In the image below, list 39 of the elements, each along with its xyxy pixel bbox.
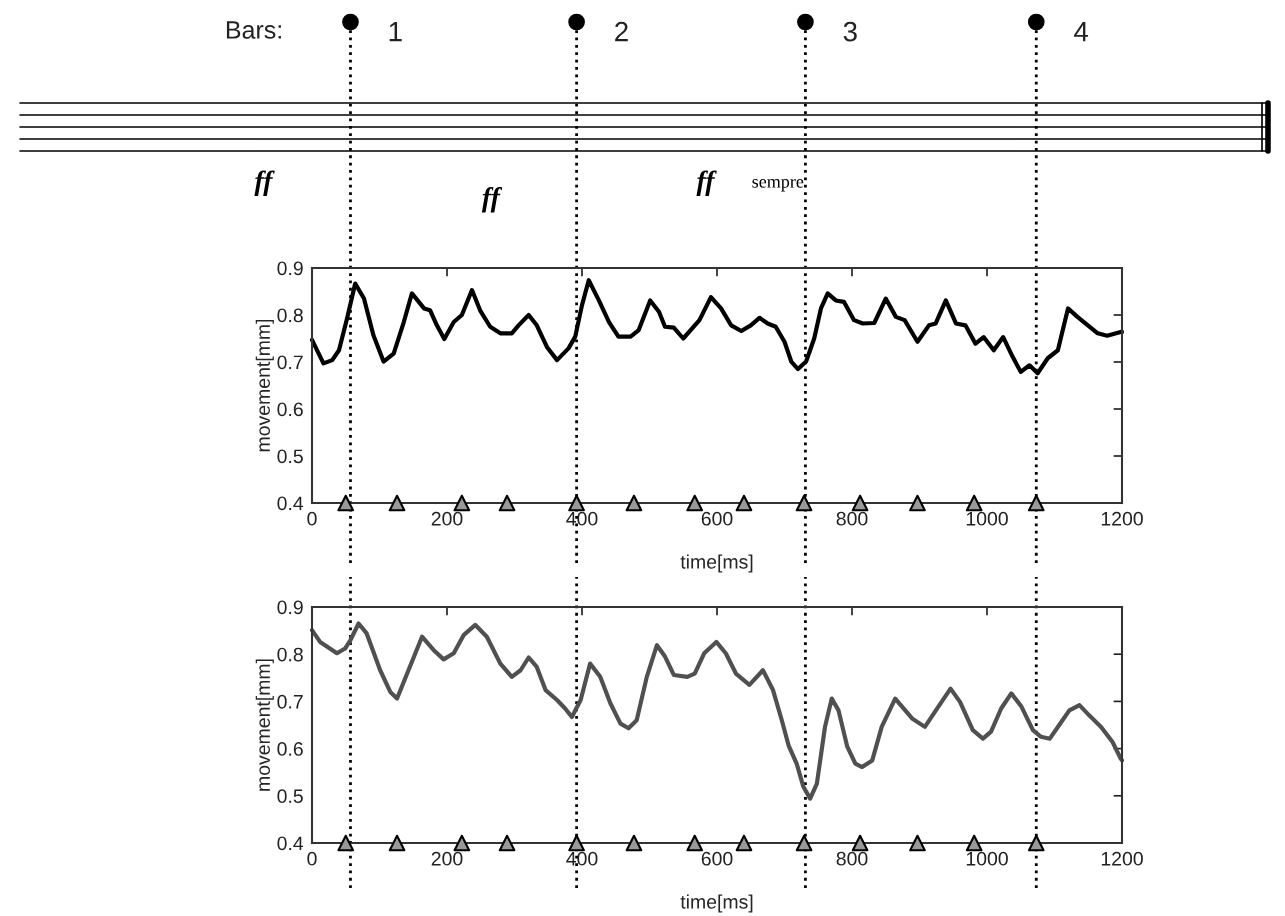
x-tick-label: 800: [836, 851, 868, 866]
text: sempre: [752, 179, 804, 192]
x-tick-label: 1000: [966, 851, 1008, 866]
y-tick-label: 0.8: [277, 647, 303, 662]
x-tick-label: 0: [307, 851, 317, 866]
text: 3: [843, 21, 857, 42]
text: 1: [389, 22, 402, 42]
y-tick-label: 0.6: [277, 402, 303, 417]
text: 4: [1074, 22, 1089, 42]
x-axis-title: time[ms]: [680, 894, 753, 913]
y-tick-label: 0.7: [277, 355, 303, 370]
x-tick-label: 400: [566, 511, 598, 526]
y-tick-label: 0.5: [277, 789, 303, 804]
text: 2: [615, 21, 628, 42]
y-tick-label: 0.9: [277, 261, 303, 276]
text: ff: [481, 186, 503, 213]
x-tick-label: 600: [701, 511, 733, 526]
x-tick-label: 1200: [1101, 511, 1143, 526]
y-tick-label: 0.8: [277, 308, 303, 323]
y-tick-label: 0.7: [277, 694, 303, 709]
y-tick-label: 0.9: [277, 600, 303, 615]
x-tick-label: 200: [431, 511, 463, 526]
y-tick-label: 0.4: [277, 836, 304, 851]
text: Bars:: [226, 21, 281, 39]
x-tick-label: 800: [836, 511, 868, 526]
x-tick-label: 600: [701, 851, 733, 866]
x-tick-label: 400: [566, 851, 598, 866]
x-tick-label: 0: [307, 511, 317, 526]
text: ff: [696, 170, 717, 196]
y-axis-title: movement[mm]: [255, 319, 274, 452]
x-axis-title: time[ms]: [680, 554, 753, 573]
y-tick-label: 0.6: [277, 742, 303, 756]
y-tick-label: 0.5: [277, 449, 303, 464]
text: ff: [254, 170, 275, 196]
y-tick-label: 0.4: [277, 496, 304, 511]
x-tick-label: 200: [431, 851, 463, 866]
x-tick-label: 1200: [1101, 851, 1143, 866]
y-axis-title: movement[mm]: [255, 659, 274, 791]
x-tick-label: 1000: [966, 511, 1008, 526]
